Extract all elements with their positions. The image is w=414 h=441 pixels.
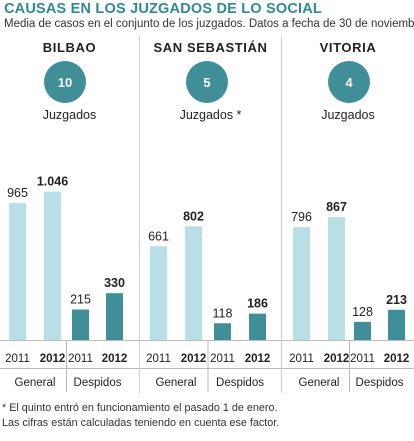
courts-label: Juzgados * xyxy=(179,108,242,122)
year-tick-label: 2011 xyxy=(350,353,375,365)
year-tick-label: 2012 xyxy=(181,353,207,365)
bar-value-label: 965 xyxy=(7,186,28,200)
bar-value-label: 330 xyxy=(104,276,125,290)
bar-value-label: 796 xyxy=(291,210,312,224)
year-tick-label: 2012 xyxy=(40,353,66,365)
courts-count-badge: 10 xyxy=(44,61,86,103)
bar-chart-san-sebastian: 661 2011 802 2012 118 2011 186 2012 General Despi… xyxy=(140,209,281,392)
bar-value-label: 186 xyxy=(247,297,268,311)
group-label: General xyxy=(156,377,197,389)
panel-city-name: BILBAO xyxy=(42,40,97,55)
panel-bilbao: BILBAO 10 Juzgados 965 2011 1.046 2012 215 20… xyxy=(0,36,139,394)
bar-value-label: 661 xyxy=(148,229,169,243)
bar xyxy=(328,217,345,340)
group-label: General xyxy=(299,377,340,389)
bar-value-label: 215 xyxy=(70,293,91,307)
panel-san-sebastian: SAN SEBASTIÁN 5 Juzgados * 661 2011 802 201… xyxy=(140,36,281,394)
bar-value-label: 213 xyxy=(386,293,407,307)
year-tick-label: 2012 xyxy=(324,353,350,365)
courts-label: Juzgados xyxy=(42,108,97,122)
footnote-line: * El quinto entró en funcionamiento el p… xyxy=(2,402,278,414)
year-tick-label: 2011 xyxy=(210,353,235,365)
bar-value-label: 1.046 xyxy=(37,175,68,189)
year-tick-label: 2011 xyxy=(289,353,314,365)
bar-value-label: 802 xyxy=(183,209,204,223)
bar xyxy=(106,293,123,340)
bar xyxy=(72,309,89,340)
courts-label: Juzgados xyxy=(321,108,375,122)
footnote-line: Las cifras están calculadas teniendo en … xyxy=(2,416,280,429)
year-tick-label: 2011 xyxy=(146,353,171,365)
bar-chart-bilbao: 965 2011 1.046 2012 215 2011 330 2012 General Des… xyxy=(0,175,139,392)
bar xyxy=(44,191,61,340)
bar xyxy=(249,313,266,340)
group-label: Despidos xyxy=(356,377,404,389)
year-tick-label: 2012 xyxy=(384,353,410,365)
panel-divider xyxy=(139,36,140,393)
chart-title: CAUSAS EN LOS JUZGADOS DE LO SOCIAL xyxy=(4,1,322,17)
bar xyxy=(150,246,167,340)
bar-value-label: 128 xyxy=(352,305,373,319)
chart-subtitle: Media de casos en el conjunto de los juz… xyxy=(4,18,414,30)
courts-count-badge: 5 xyxy=(186,61,228,103)
bar-value-label: 867 xyxy=(326,200,347,214)
bar xyxy=(293,227,310,340)
bar xyxy=(388,309,405,340)
bar xyxy=(185,226,202,340)
group-label: Despidos xyxy=(216,377,264,389)
bar-chart-vitoria: 796 2011 867 2012 128 2011 213 2012 General Despi… xyxy=(282,200,414,392)
year-tick-label: 2012 xyxy=(245,353,271,365)
year-tick-label: 2011 xyxy=(5,353,30,365)
group-label: Despidos xyxy=(74,377,122,389)
footnote: * El quinto entró en funcionamiento el p… xyxy=(2,401,279,430)
panel-city-name: VITORIA xyxy=(319,40,377,55)
bar xyxy=(9,203,26,340)
panel-city-name: SAN SEBASTIÁN xyxy=(153,40,268,55)
year-tick-label: 2011 xyxy=(68,353,93,365)
bar xyxy=(214,323,231,340)
group-label: General xyxy=(15,377,56,389)
bar xyxy=(354,321,371,340)
panel-vitoria: VITORIA 4 Juzgados 796 2011 867 2012 128 2011… xyxy=(282,36,414,394)
year-tick-label: 2012 xyxy=(102,353,128,365)
courts-count-badge: 4 xyxy=(328,61,370,103)
panel-divider xyxy=(281,36,282,393)
bar-value-label: 118 xyxy=(213,306,233,320)
